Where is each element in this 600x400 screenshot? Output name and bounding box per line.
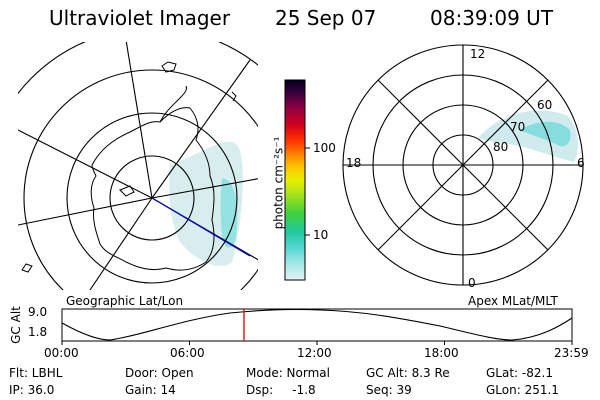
info-glat: GLat: -82.1 bbox=[486, 366, 553, 380]
mlat-label-60: 60 bbox=[537, 98, 553, 112]
colorbar-tick-label-100: 100 bbox=[313, 141, 336, 155]
aurora-core-right bbox=[520, 121, 571, 147]
altitude-xtick-2359: 23:59 bbox=[554, 346, 589, 360]
geographic-caption: Geographic Lat/Lon bbox=[66, 294, 184, 308]
info-ip: IP: 36.0 bbox=[9, 383, 55, 397]
mlat-label-80: 80 bbox=[493, 140, 509, 154]
date-label: 25 Sep 07 bbox=[275, 6, 377, 30]
altitude-plot-frame bbox=[61, 308, 573, 342]
mlt-lines bbox=[343, 45, 583, 285]
info-filter: Flt: LBHL bbox=[9, 366, 63, 380]
info-door: Door: Open bbox=[125, 366, 194, 380]
info-gcalt: GC Alt: 8.3 Re bbox=[366, 366, 450, 380]
colorbar-unit-label: photon cm⁻²s⁻¹ bbox=[271, 136, 286, 230]
coast-fragment-4 bbox=[21, 263, 33, 273]
mlt-label-0: 0 bbox=[468, 276, 476, 290]
altitude-plot bbox=[61, 308, 573, 345]
mlt-label-6: 6 bbox=[577, 156, 585, 170]
coast-fragment-1 bbox=[161, 61, 177, 73]
mlat-label-70: 70 bbox=[510, 120, 526, 134]
altitude-ymin: 1.8 bbox=[28, 325, 48, 339]
info-gain: Gain: 14 bbox=[125, 383, 176, 397]
mlt-label-18: 18 bbox=[346, 156, 362, 170]
altitude-xtick-1800: 18:00 bbox=[424, 346, 459, 360]
coast-fragment-3 bbox=[119, 185, 135, 197]
altitude-ymax: 9.0 bbox=[28, 305, 48, 319]
instrument-title: Ultraviolet Imager bbox=[49, 6, 231, 30]
apex-caption: Apex MLat/MLT bbox=[468, 294, 558, 308]
antarctica-outline bbox=[90, 107, 215, 271]
altitude-xtick-0600: 06:00 bbox=[170, 346, 205, 360]
colorbar-rect bbox=[284, 79, 306, 281]
info-glon: GLon: 251.1 bbox=[486, 383, 559, 397]
latitude-circles bbox=[18, 42, 258, 290]
time-label: 08:39:09 UT bbox=[430, 6, 554, 30]
colorbar-tick-label-10: 10 bbox=[313, 228, 329, 242]
geographic-map bbox=[18, 42, 258, 290]
info-mode: Mode: Normal bbox=[246, 366, 330, 380]
altitude-xticks bbox=[61, 341, 573, 345]
info-dsp: Dsp: -1.8 bbox=[246, 383, 316, 397]
altitude-curve bbox=[61, 308, 573, 341]
altitude-xtick-1200: 12:00 bbox=[297, 346, 332, 360]
aurora-core-left bbox=[220, 178, 238, 248]
coast-fragment-2 bbox=[231, 91, 237, 102]
altitude-xtick-0000: 00:00 bbox=[44, 346, 79, 360]
info-seq: Seq: 39 bbox=[366, 383, 412, 397]
satellite-track bbox=[151, 197, 251, 257]
apex-polar-plot bbox=[342, 44, 584, 286]
altitude-ylabel: GC Alt bbox=[9, 306, 23, 344]
peninsula-outline bbox=[159, 85, 187, 123]
mlt-label-12: 12 bbox=[470, 47, 486, 61]
